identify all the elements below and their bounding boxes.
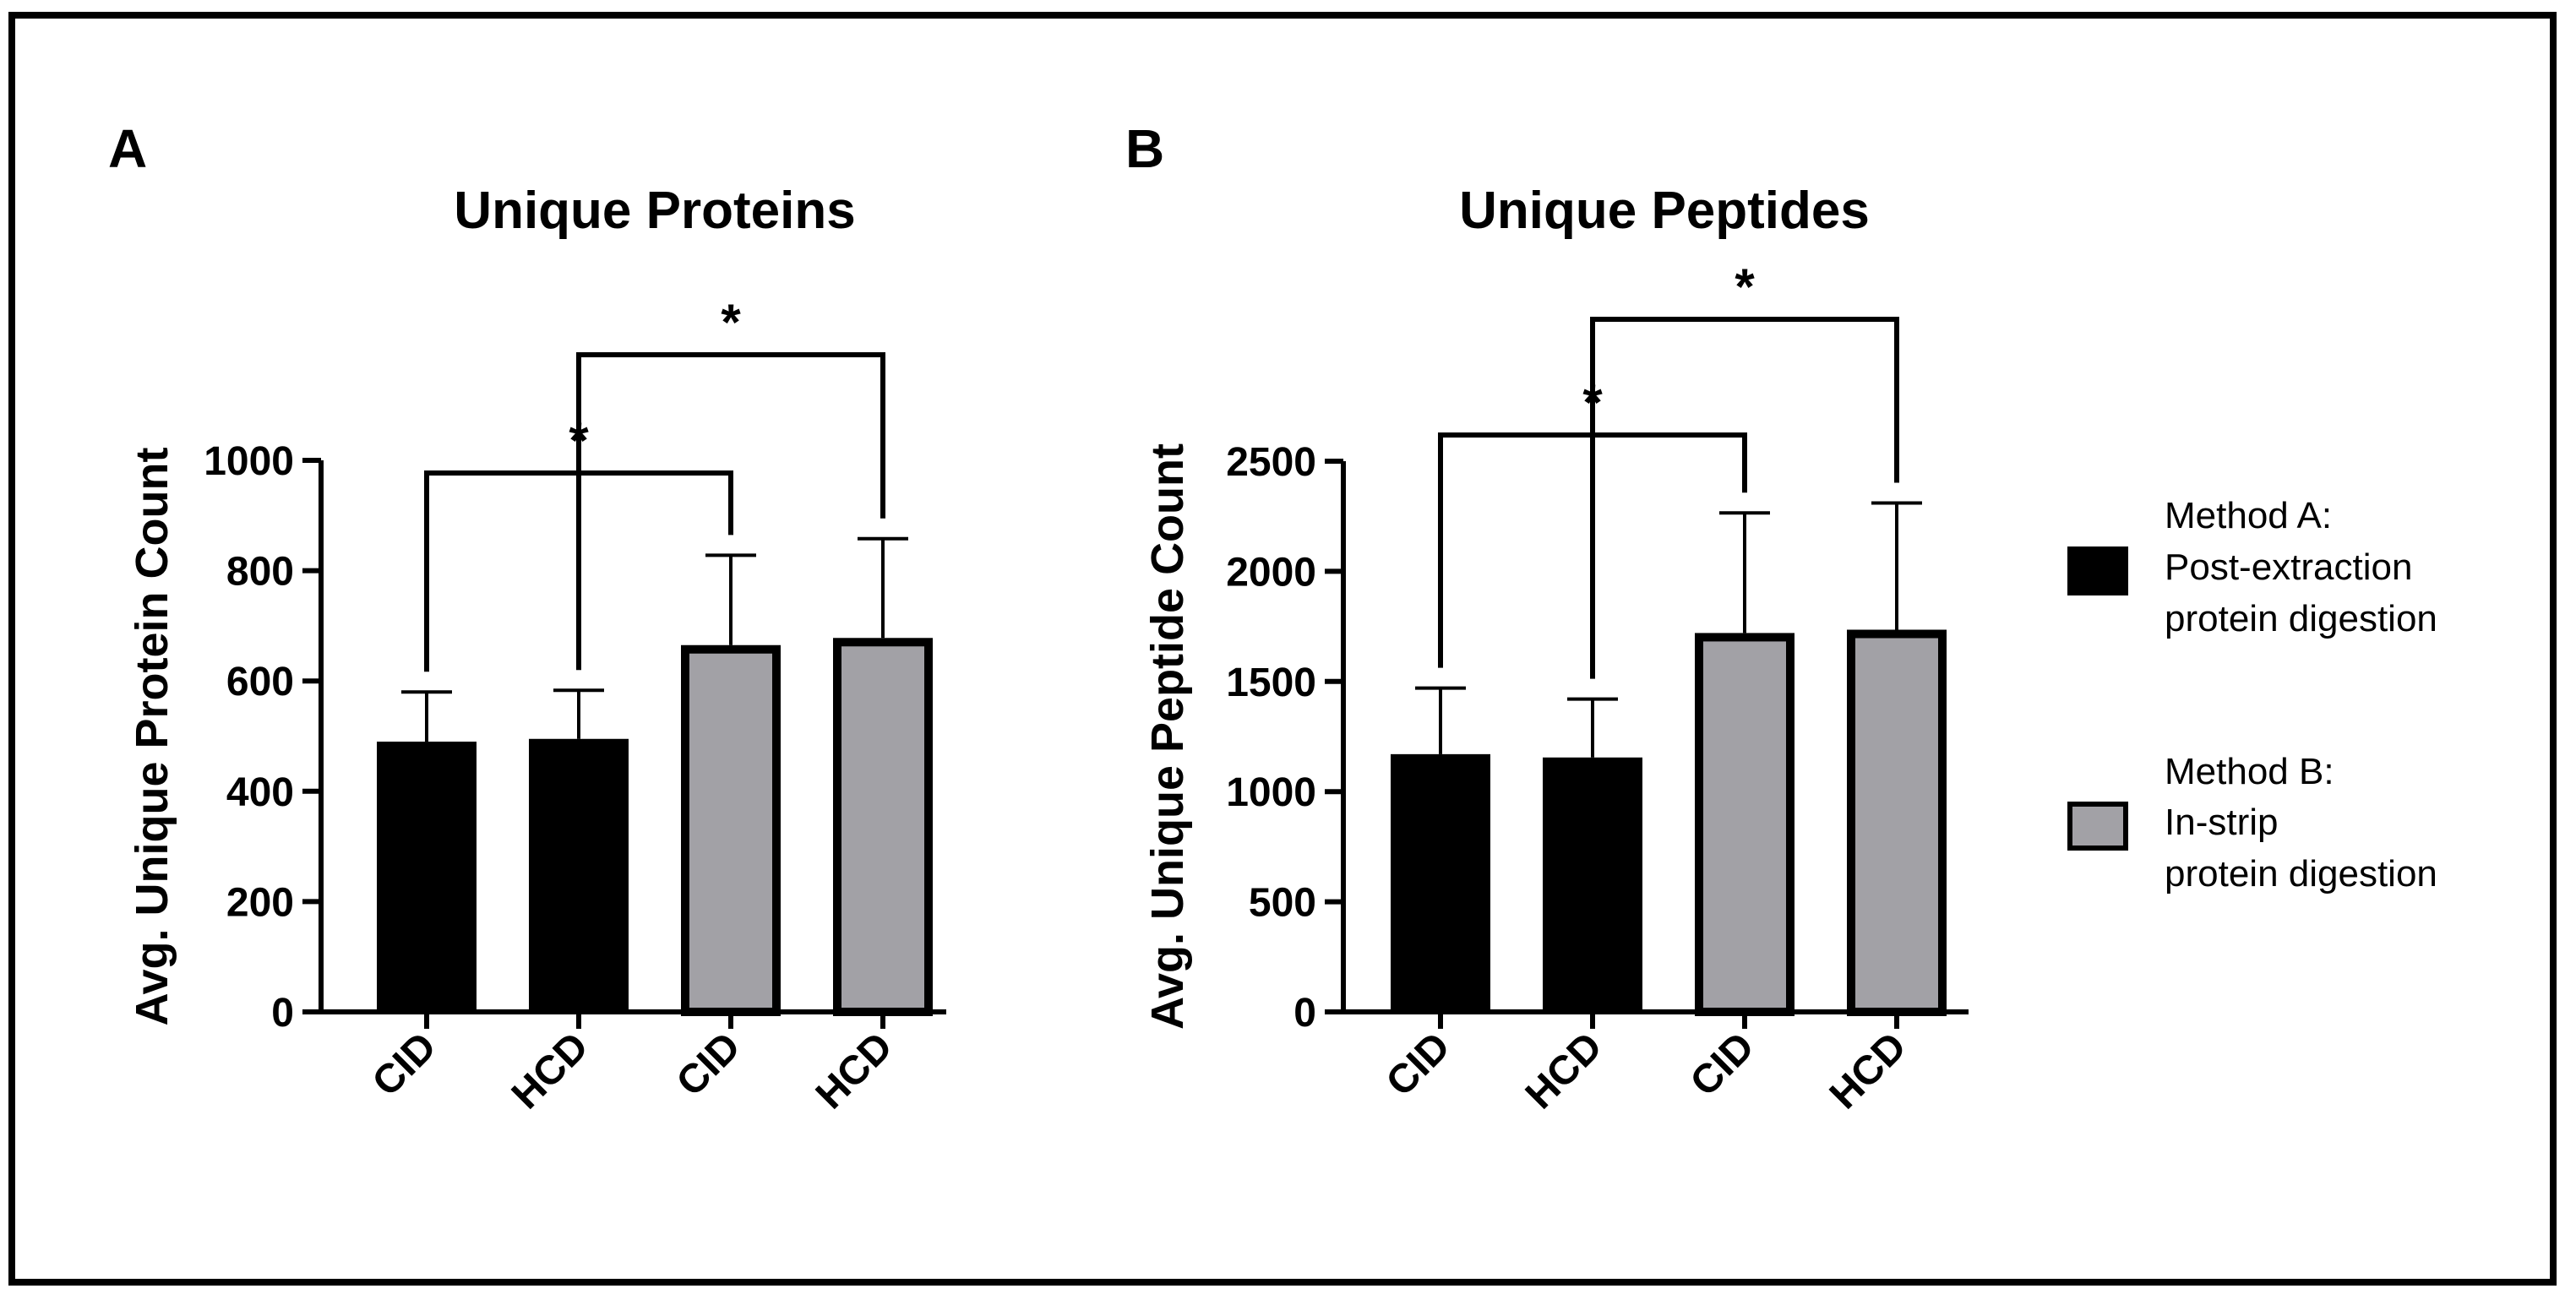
- panel-b-bars: [1391, 501, 1947, 1017]
- legend-method-a-line-3: protein digestion: [2165, 598, 2437, 639]
- panel-a-bar-0: [377, 742, 477, 1012]
- panel-b-x-tick-label-0: CID: [1378, 1024, 1459, 1105]
- panel-b-y-axis-label: Avg. Unique Peptide Count: [1142, 443, 1193, 1030]
- panel-a-y-tick-label-2: 400: [226, 770, 294, 815]
- panel-b-y-tick-label-4: 2000: [1226, 550, 1316, 595]
- legend-item-method-a: Method A: Post-extraction protein digest…: [2067, 495, 2437, 639]
- panel-b: B Unique Peptides Avg. Unique Peptide Co…: [1125, 118, 1969, 1117]
- legend-swatch-method-a: [2067, 546, 2128, 595]
- panel-a-axes: [319, 460, 946, 1014]
- panel-b-bar-0: [1391, 753, 1490, 1012]
- panel-a-significance: **: [424, 294, 885, 672]
- legend-method-a-line-1: Method A:: [2165, 495, 2332, 536]
- legend-swatch-method-b: [2067, 802, 2128, 851]
- legend-method-b-line-2: In-strip: [2165, 802, 2278, 843]
- panel-a-label: A: [108, 118, 147, 179]
- legend: Method A: Post-extraction protein digest…: [2067, 495, 2437, 894]
- panel-b-significance: **: [1438, 258, 1899, 679]
- panel-b-y-ticks: 0 500 1000 1500 2000 2500: [1226, 440, 1343, 1036]
- panel-b-significance-bracket-1: [1590, 317, 1899, 679]
- panel-a-y-tick-label-4: 800: [226, 550, 294, 595]
- panel-a-x-tick-label-1: HCD: [504, 1024, 597, 1117]
- panel-b-title: Unique Peptides: [1459, 182, 1870, 240]
- legend-method-a-line-2: Post-extraction: [2165, 546, 2412, 588]
- panel-b-y-tick-label-1: 500: [1249, 881, 1316, 926]
- panel-b-y-tick-label-5: 2500: [1226, 440, 1316, 485]
- panel-a-bar-2: [681, 644, 781, 1016]
- panel-b-bar-1: [1543, 757, 1642, 1012]
- panel-a-y-tick-label-0: 0: [271, 991, 294, 1036]
- panel-a-x-ticks: CID HCD CID HCD: [364, 1012, 901, 1117]
- panel-b-label: B: [1125, 118, 1164, 179]
- legend-method-b-line-3: protein digestion: [2165, 853, 2437, 894]
- panel-a-x-tick-label-3: HCD: [808, 1024, 901, 1117]
- figure-frame: [8, 12, 2557, 1286]
- panel-b-x-tick-label-2: CID: [1682, 1024, 1763, 1105]
- panel-a-bar-1: [529, 738, 629, 1012]
- panel-b-x-ticks: CID HCD CID HCD: [1378, 1012, 1915, 1117]
- panel-b-y-tick-label-2: 1000: [1226, 770, 1316, 815]
- panel-b-y-tick-label-0: 0: [1293, 991, 1316, 1036]
- panel-a-y-tick-label-1: 200: [226, 880, 294, 925]
- panel-a: A Unique Proteins Avg. Unique Protein Co…: [108, 118, 946, 1117]
- panel-a-y-axis-label: Avg. Unique Protein Count: [127, 448, 177, 1026]
- panel-a-bars: [377, 536, 933, 1016]
- panel-b-x-tick-label-1: HCD: [1517, 1024, 1611, 1117]
- panel-b-bar-3: [1847, 629, 1947, 1017]
- panel-a-y-tick-label-5: 1000: [204, 439, 294, 484]
- panel-a-title: Unique Proteins: [454, 182, 855, 240]
- panel-a-bar-3: [833, 638, 933, 1016]
- panel-a-y-tick-label-3: 600: [226, 660, 294, 704]
- legend-item-method-b: Method B: In-strip protein digestion: [2067, 751, 2437, 894]
- panel-a-significance-bracket-1: [576, 352, 885, 671]
- panel-a-y-ticks: 0 200 400 600 800 1000: [204, 439, 321, 1036]
- panel-a-significance-star-1: *: [721, 294, 741, 351]
- panel-b-bar-2: [1695, 633, 1794, 1016]
- panel-b-axes: [1341, 461, 1969, 1014]
- panel-a-x-tick-label-0: CID: [364, 1024, 445, 1105]
- panel-a-x-tick-label-2: CID: [668, 1024, 749, 1105]
- panel-b-significance-star-1: *: [1735, 258, 1755, 315]
- legend-method-b-line-1: Method B:: [2165, 751, 2334, 792]
- panel-b-x-tick-label-3: HCD: [1822, 1024, 1915, 1117]
- panel-b-y-tick-label-3: 1500: [1226, 661, 1316, 705]
